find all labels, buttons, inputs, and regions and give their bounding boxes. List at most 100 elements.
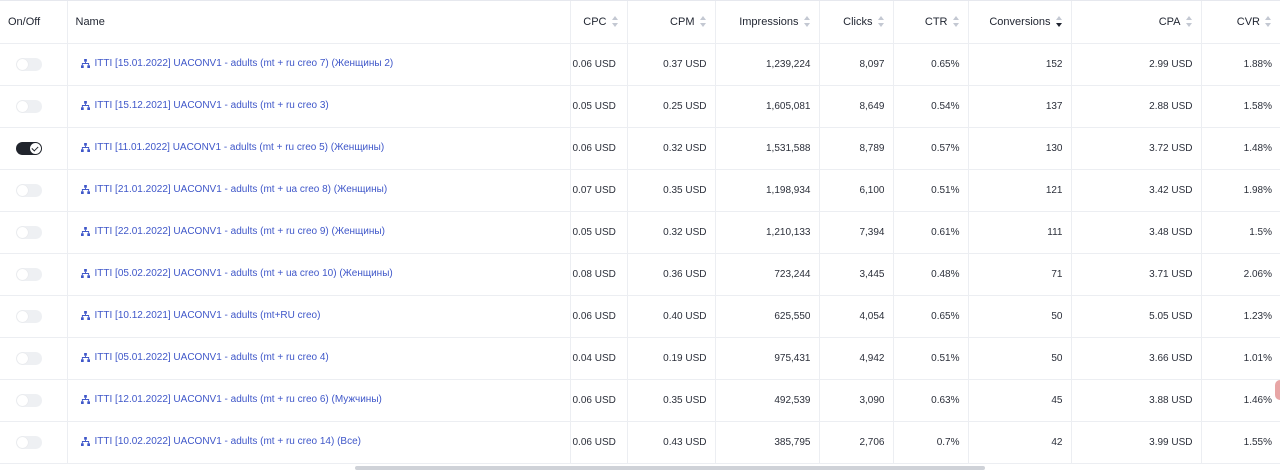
onoff-cell xyxy=(0,253,68,296)
ctr-cell: 0.65% xyxy=(893,43,969,86)
clicks-cell: 4,942 xyxy=(819,337,894,380)
cpm-cell: 0.32 USD xyxy=(627,127,716,170)
name-cell: ITTI [11.01.2022] UACONV1 - adults (mt +… xyxy=(67,127,571,170)
cvr-cell: 1.98% xyxy=(1201,169,1280,212)
conversions-cell: 121 xyxy=(968,169,1072,212)
sort-icon[interactable] xyxy=(1185,16,1193,28)
cpc-cell: 0.06 USD xyxy=(570,379,628,422)
toggle-knob xyxy=(17,226,28,238)
campaign-name: ITTI [15.12.2021] UACONV1 - adults (mt +… xyxy=(94,99,329,111)
col-header-conversions-label: Conversions xyxy=(989,15,1051,28)
toggle-knob xyxy=(17,184,28,196)
conversions-cell: 45 xyxy=(968,379,1072,422)
name-cell: ITTI [15.12.2021] UACONV1 - adults (mt +… xyxy=(67,85,571,128)
cpc-cell: 0.06 USD xyxy=(570,43,628,86)
sort-icon[interactable] xyxy=(611,16,619,28)
conversions-cell: 152 xyxy=(968,43,1072,86)
conversions-cell: 50 xyxy=(968,295,1072,338)
cpc-cell: 0.05 USD xyxy=(570,211,628,254)
table-row: ITTI [15.01.2022] UACONV1 - adults (mt +… xyxy=(0,43,1280,86)
clicks-cell: 7,394 xyxy=(819,211,894,254)
col-header-clicks[interactable]: Clicks xyxy=(819,1,894,44)
campaign-link[interactable]: ITTI [11.01.2022] UACONV1 - adults (mt +… xyxy=(80,142,384,153)
clicks-cell: 4,054 xyxy=(819,295,894,338)
cpa-cell: 3.66 USD xyxy=(1071,337,1202,380)
campaign-name: ITTI [15.01.2022] UACONV1 - adults (mt +… xyxy=(94,57,394,69)
toggle-switch[interactable] xyxy=(16,435,42,449)
toggle-switch[interactable] xyxy=(16,393,42,407)
col-header-clicks-label: Clicks xyxy=(843,15,873,28)
campaign-link[interactable]: ITTI [15.12.2021] UACONV1 - adults (mt +… xyxy=(80,99,329,111)
col-header-impressions[interactable]: Impressions xyxy=(715,1,820,44)
cpm-cell: 0.19 USD xyxy=(627,337,716,380)
ctr-cell: 0.61% xyxy=(893,211,969,254)
toggle-switch[interactable] xyxy=(16,351,42,365)
toggle-switch[interactable] xyxy=(16,141,42,155)
toggle-switch[interactable] xyxy=(16,99,42,113)
table-row: ITTI [10.02.2022] UACONV1 - adults (mt +… xyxy=(0,421,1280,464)
toggle-switch[interactable] xyxy=(16,57,42,71)
cvr-cell: 1.88% xyxy=(1201,43,1280,86)
hierarchy-icon xyxy=(80,100,90,110)
campaign-name: ITTI [05.01.2022] UACONV1 - adults (mt +… xyxy=(94,351,329,363)
cpc-cell: 0.04 USD xyxy=(570,337,628,380)
cpm-cell: 0.32 USD xyxy=(627,211,716,254)
campaign-link[interactable]: ITTI [10.02.2022] UACONV1 - adults (mt +… xyxy=(80,436,361,447)
toggle-switch[interactable] xyxy=(16,225,42,239)
campaign-link[interactable]: ITTI [10.12.2021] UACONV1 - adults (mt+R… xyxy=(80,310,320,321)
conversions-cell: 71 xyxy=(968,253,1072,296)
toggle-knob xyxy=(17,310,28,322)
cpa-cell: 3.72 USD xyxy=(1071,127,1202,170)
onoff-cell xyxy=(0,211,68,254)
clicks-cell: 8,097 xyxy=(819,43,894,86)
clicks-cell: 2,706 xyxy=(819,421,894,464)
cpc-cell: 0.06 USD xyxy=(570,127,628,170)
col-header-ctr-label: CTR xyxy=(924,15,948,28)
horizontal-scrollbar[interactable] xyxy=(355,466,985,470)
campaign-link[interactable]: ITTI [21.01.2022] UACONV1 - adults (mt +… xyxy=(80,184,387,195)
clicks-cell: 3,445 xyxy=(819,253,894,296)
toggle-switch[interactable] xyxy=(16,267,42,281)
toggle-switch[interactable] xyxy=(16,183,42,197)
table-row: ITTI [21.01.2022] UACONV1 - adults (mt +… xyxy=(0,169,1280,212)
col-header-cvr[interactable]: CVR xyxy=(1201,1,1280,44)
side-widget-handle[interactable] xyxy=(1275,380,1280,400)
campaign-link[interactable]: ITTI [05.02.2022] UACONV1 - adults (mt +… xyxy=(80,267,393,279)
sort-icon[interactable] xyxy=(699,16,707,28)
sort-icon[interactable] xyxy=(952,16,960,28)
cpc-cell: 0.06 USD xyxy=(570,295,628,338)
campaign-link[interactable]: ITTI [05.01.2022] UACONV1 - adults (mt +… xyxy=(80,351,329,363)
name-cell: ITTI [15.01.2022] UACONV1 - adults (mt +… xyxy=(67,43,571,86)
sort-desc-icon[interactable] xyxy=(1055,16,1063,28)
cvr-cell: 1.5% xyxy=(1201,211,1280,254)
col-header-cpa[interactable]: CPA xyxy=(1071,1,1202,44)
cvr-cell: 1.23% xyxy=(1201,295,1280,338)
col-header-conversions[interactable]: Conversions xyxy=(968,1,1072,44)
col-header-cpc[interactable]: CPC xyxy=(570,1,628,44)
campaign-name: ITTI [05.02.2022] UACONV1 - adults (mt +… xyxy=(94,267,393,279)
onoff-cell xyxy=(0,337,68,380)
table-row: ITTI [11.01.2022] UACONV1 - adults (mt +… xyxy=(0,127,1280,170)
toggle-switch[interactable] xyxy=(16,309,42,323)
name-cell: ITTI [05.02.2022] UACONV1 - adults (mt +… xyxy=(67,253,571,296)
sort-icon[interactable] xyxy=(803,16,811,28)
hierarchy-icon xyxy=(80,184,90,194)
campaign-link[interactable]: ITTI [22.01.2022] UACONV1 - adults (mt +… xyxy=(80,226,385,237)
sort-icon[interactable] xyxy=(877,16,885,28)
cpm-cell: 0.25 USD xyxy=(627,85,716,128)
name-cell: ITTI [10.02.2022] UACONV1 - adults (mt +… xyxy=(67,421,571,464)
col-header-ctr[interactable]: CTR xyxy=(893,1,969,44)
col-header-cpm[interactable]: CPM xyxy=(627,1,716,44)
toggle-knob xyxy=(17,394,28,406)
onoff-cell xyxy=(0,379,68,422)
cpa-cell: 3.88 USD xyxy=(1071,379,1202,422)
sort-icon[interactable] xyxy=(1265,16,1272,28)
campaign-link[interactable]: ITTI [12.01.2022] UACONV1 - adults (mt +… xyxy=(80,394,382,405)
col-header-cpa-label: CPA xyxy=(1158,15,1181,28)
ctr-cell: 0.54% xyxy=(893,85,969,128)
impressions-cell: 1,531,588 xyxy=(715,127,820,170)
ctr-cell: 0.48% xyxy=(893,253,969,296)
campaign-link[interactable]: ITTI [15.01.2022] UACONV1 - adults (mt +… xyxy=(80,57,394,69)
toggle-knob xyxy=(17,100,28,112)
